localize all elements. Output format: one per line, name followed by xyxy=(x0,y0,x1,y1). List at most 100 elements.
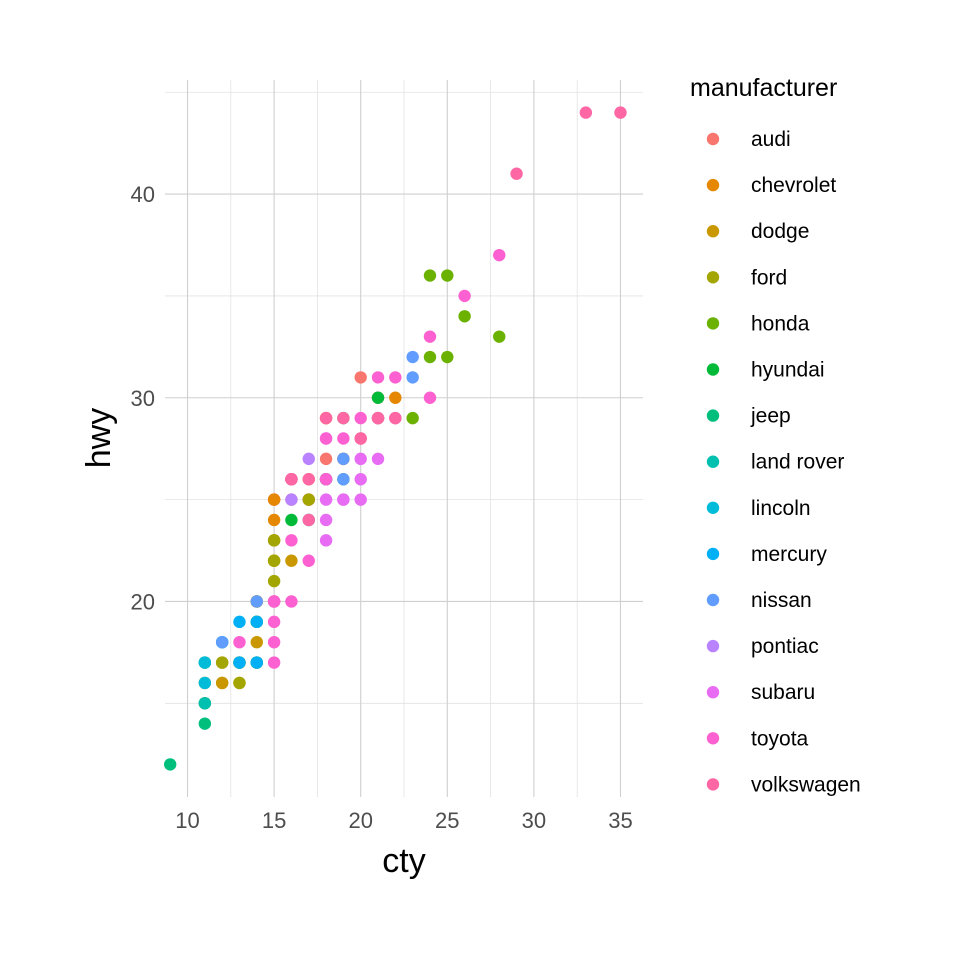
data-point xyxy=(250,635,263,649)
data-point xyxy=(163,758,177,771)
data-point xyxy=(302,554,315,567)
legend-label: subaru xyxy=(751,681,815,704)
data-point xyxy=(319,411,333,425)
data-point xyxy=(267,534,281,547)
legend-key xyxy=(706,547,720,561)
legend-label: toyota xyxy=(751,727,809,750)
data-point xyxy=(337,411,350,425)
legend-key xyxy=(706,593,720,607)
data-point xyxy=(302,493,315,506)
legend-label: hyundai xyxy=(751,359,825,382)
legend-key xyxy=(706,409,720,422)
data-point xyxy=(233,615,246,629)
grid xyxy=(165,80,643,797)
data-point xyxy=(389,411,402,425)
x-tick-label: 15 xyxy=(262,808,286,833)
legend-item: land rover xyxy=(706,451,844,474)
legend-label: ford xyxy=(751,266,787,289)
y-tick-label: 40 xyxy=(131,182,155,207)
data-point xyxy=(233,676,246,690)
data-point xyxy=(371,452,385,466)
legend-item: honda xyxy=(706,312,810,335)
legend-label: land rover xyxy=(751,451,844,474)
data-point xyxy=(354,452,367,466)
data-point xyxy=(389,391,402,404)
data-point xyxy=(267,513,281,527)
data-point xyxy=(267,554,281,567)
legend-label: honda xyxy=(751,312,810,335)
data-point xyxy=(198,717,212,730)
data-point xyxy=(285,473,298,486)
data-point xyxy=(285,595,298,608)
data-point xyxy=(250,615,263,629)
data-point xyxy=(233,635,246,649)
x-axis-title: cty xyxy=(382,842,425,880)
data-point xyxy=(198,676,212,690)
legend-key xyxy=(706,271,720,284)
data-point xyxy=(267,493,281,506)
legend-label: jeep xyxy=(750,405,791,428)
legend-key xyxy=(706,225,720,238)
legend-item: dodge xyxy=(706,220,809,243)
legend-label: nissan xyxy=(751,589,812,612)
data-point xyxy=(493,330,506,343)
data-point xyxy=(423,330,437,343)
data-point xyxy=(319,473,333,486)
data-point xyxy=(198,656,212,669)
legend-key xyxy=(706,778,720,791)
legend-label: chevrolet xyxy=(751,174,836,197)
data-point xyxy=(406,350,419,364)
data-point xyxy=(579,106,593,119)
y-axis-title: hwy xyxy=(80,408,118,468)
data-point xyxy=(423,350,437,364)
data-point xyxy=(441,350,454,364)
data-point xyxy=(441,269,454,282)
x-tick-label: 30 xyxy=(522,808,546,833)
legend-label: lincoln xyxy=(751,497,811,520)
data-point xyxy=(337,473,350,486)
data-point xyxy=(458,310,471,323)
data-point xyxy=(319,534,333,547)
x-axis-ticks: 10 15 20 25 30 35 xyxy=(175,808,632,833)
legend-item: hyundai xyxy=(706,359,825,382)
data-point xyxy=(198,697,212,710)
legend-item: lincoln xyxy=(706,497,811,520)
data-point xyxy=(267,635,281,649)
legend-label: mercury xyxy=(751,543,827,566)
data-point xyxy=(337,452,350,466)
legend-items: audi chevrolet dodge ford honda hyundai jeep la… xyxy=(706,128,861,796)
legend-key xyxy=(706,455,720,468)
data-point xyxy=(302,452,315,466)
data-point xyxy=(319,432,333,445)
data-point xyxy=(371,371,385,384)
data-point xyxy=(285,554,298,567)
data-point xyxy=(285,493,298,506)
data-point xyxy=(423,391,437,404)
data-point xyxy=(354,493,367,506)
data-point xyxy=(302,473,315,486)
legend-item: chevrolet xyxy=(706,174,836,197)
data-point xyxy=(285,534,298,547)
data-point xyxy=(354,473,367,486)
data-point xyxy=(337,493,350,506)
legend-key xyxy=(706,363,720,376)
y-tick-label: 20 xyxy=(131,589,155,614)
data-point xyxy=(267,656,281,669)
data-point xyxy=(302,513,315,527)
legend-item: audi xyxy=(706,128,791,151)
y-tick-label: 30 xyxy=(131,386,155,411)
x-tick-label: 10 xyxy=(175,808,199,833)
data-point xyxy=(319,452,333,466)
data-point xyxy=(215,676,229,690)
legend-item: volkswagen xyxy=(706,773,861,796)
legend-item: toyota xyxy=(706,727,809,750)
data-point xyxy=(250,656,263,669)
data-point xyxy=(267,574,281,588)
data-point xyxy=(406,371,419,384)
legend-key xyxy=(706,178,720,192)
data-point xyxy=(285,513,298,527)
data-point xyxy=(354,371,367,384)
x-tick-label: 25 xyxy=(435,808,459,833)
data-point xyxy=(267,595,281,608)
data-point xyxy=(250,595,263,608)
